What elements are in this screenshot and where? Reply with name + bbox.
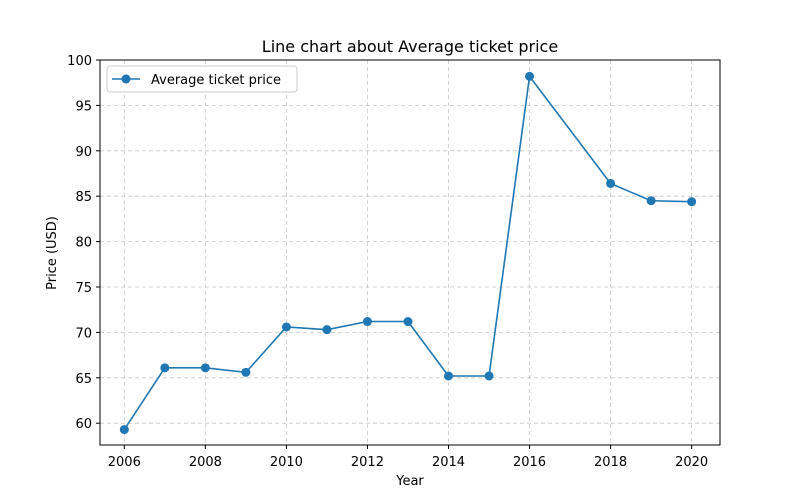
legend-box xyxy=(106,65,298,93)
chart-title: Line chart about Average ticket price xyxy=(262,37,558,56)
y-tick-label: 75 xyxy=(75,281,92,296)
data-point xyxy=(525,71,535,81)
x-tick-label: 2006 xyxy=(108,455,141,470)
y-axis-title: Price (USD) xyxy=(45,216,60,290)
data-point xyxy=(443,371,453,381)
y-tick-label: 85 xyxy=(75,190,92,205)
data-point xyxy=(160,363,170,373)
data-point xyxy=(322,325,332,335)
data-point xyxy=(281,322,291,332)
data-point xyxy=(200,363,210,373)
x-tick-label: 2020 xyxy=(675,455,708,470)
y-tick-label: 100 xyxy=(67,54,92,69)
y-tick-label: 80 xyxy=(75,236,92,251)
x-axis-title: Year xyxy=(395,474,424,489)
legend-label: Average ticket price xyxy=(151,73,281,88)
grid-lines xyxy=(100,59,720,445)
data-point xyxy=(484,371,494,381)
y-tick-label: 95 xyxy=(75,99,92,114)
legend-marker xyxy=(121,74,131,84)
data-point xyxy=(362,317,372,327)
y-tick-label: 90 xyxy=(75,145,92,160)
data-point xyxy=(403,317,413,327)
legend: Average ticket price xyxy=(106,65,298,93)
x-tick-label: 2008 xyxy=(189,455,222,470)
data-point xyxy=(606,178,616,188)
y-tick-label: 65 xyxy=(75,372,92,387)
series-line xyxy=(123,75,692,430)
x-tick-label: 2012 xyxy=(351,455,384,470)
x-tick-label: 2010 xyxy=(270,455,303,470)
data-point xyxy=(646,196,656,206)
plot-frame xyxy=(99,59,721,446)
x-tick-label: 2016 xyxy=(513,455,546,470)
y-tick-label: 70 xyxy=(75,326,92,341)
data-point xyxy=(241,367,251,377)
x-tick-label: 2018 xyxy=(594,455,627,470)
data-point xyxy=(119,425,129,435)
data-point xyxy=(687,197,697,207)
y-tick-label: 60 xyxy=(75,417,92,432)
x-tick-label: 2014 xyxy=(432,455,465,470)
